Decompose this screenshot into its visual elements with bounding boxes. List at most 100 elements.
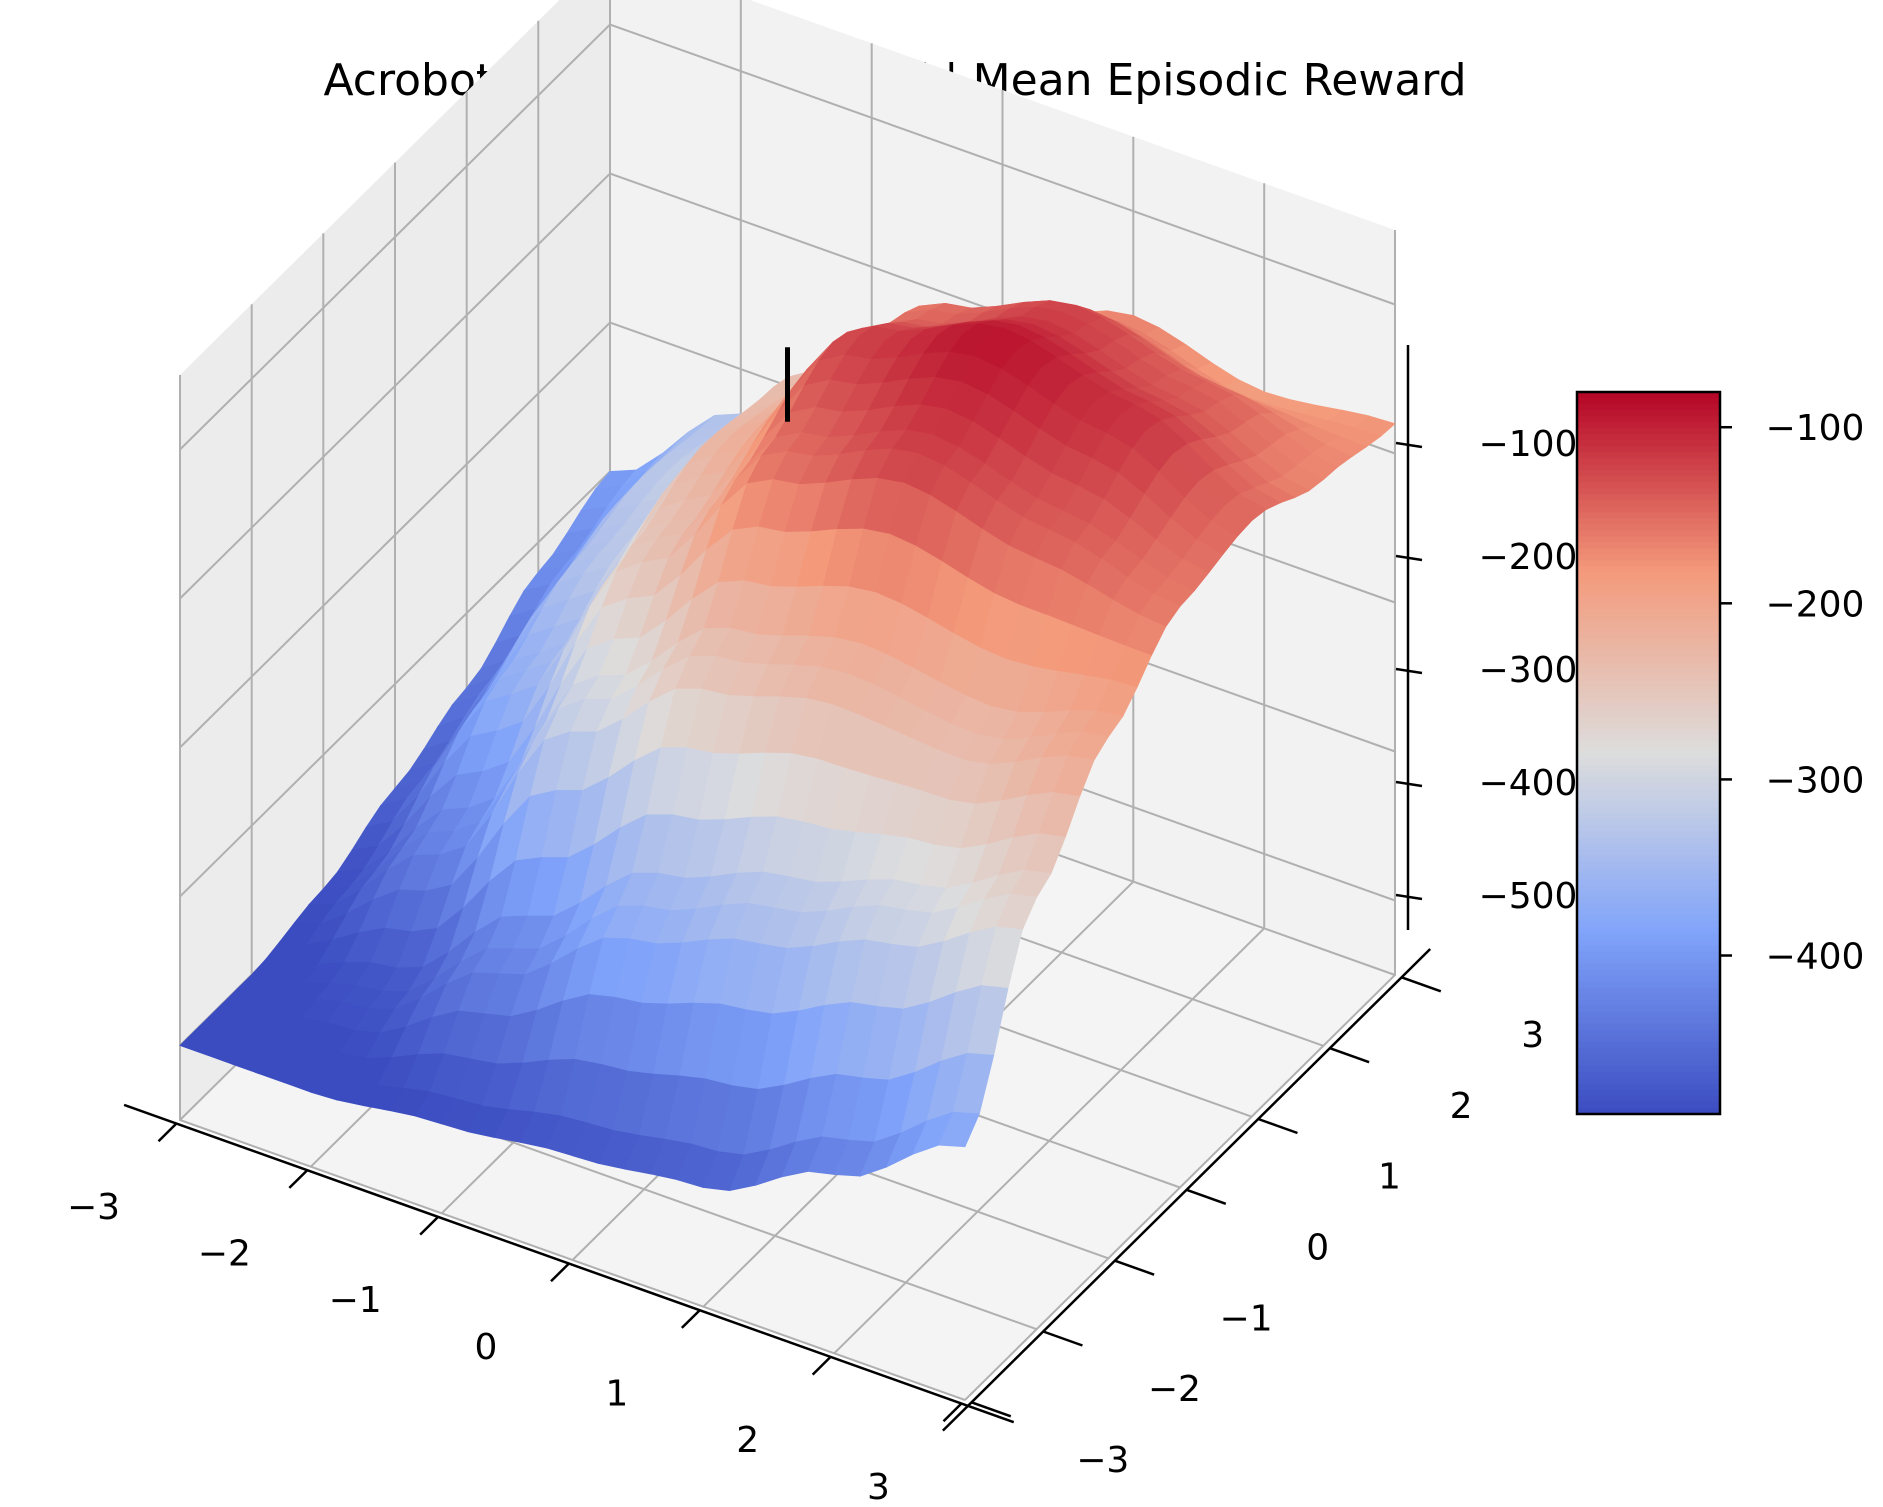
colorbar-segment <box>1577 392 1720 399</box>
z-tick <box>1395 667 1423 675</box>
colorbar-segment <box>1577 518 1720 526</box>
colorbar-segment <box>1577 825 1720 833</box>
colorbar-tick-label: −400 <box>1766 937 1865 978</box>
colorbar-segment <box>1577 1089 1720 1097</box>
z-tick <box>1395 441 1423 449</box>
colorbar: −400 −300 −200 −100 <box>1575 390 1865 1116</box>
x-tick-label: −3 <box>67 1187 120 1228</box>
y-tick-label: 2 <box>1450 1086 1473 1127</box>
colorbar-segment <box>1577 1041 1720 1049</box>
colorbar-segment <box>1577 446 1720 453</box>
colorbar-segment <box>1577 1095 1720 1103</box>
z-tick <box>1395 780 1423 788</box>
colorbar-segment <box>1577 470 1720 478</box>
colorbar-segment <box>1577 542 1720 550</box>
z-tick <box>1395 893 1423 901</box>
colorbar-segment <box>1577 765 1720 772</box>
colorbar-segment <box>1577 464 1720 472</box>
x-tick <box>550 1262 570 1283</box>
colorbar-segment <box>1577 951 1720 959</box>
y-tick <box>1042 1330 1083 1347</box>
colorbar-segment <box>1577 398 1720 405</box>
colorbar-segment <box>1577 1101 1720 1109</box>
colorbar-segment <box>1577 410 1720 417</box>
colorbar-segment <box>1577 1017 1720 1025</box>
colorbar-segment <box>1577 524 1720 532</box>
colorbar-segment <box>1577 620 1720 628</box>
colorbar-segment <box>1577 644 1720 652</box>
gridline-z <box>179 23 1396 451</box>
colorbar-segment <box>1577 602 1720 610</box>
z-tick-label: −500 <box>1479 876 1578 917</box>
y-tick <box>1329 1046 1370 1064</box>
z-tick-label: −400 <box>1479 763 1578 804</box>
colorbar-segment <box>1577 963 1720 971</box>
z-tick <box>1395 554 1423 562</box>
colorbar-segment <box>1577 855 1720 863</box>
colorbar-segment <box>1577 867 1720 875</box>
colorbar-segment <box>1577 530 1720 538</box>
colorbar-segment <box>1577 975 1720 983</box>
colorbar-segment <box>1577 566 1720 574</box>
colorbar-segment <box>1577 981 1720 989</box>
colorbar-segment <box>1577 746 1720 754</box>
x-tick <box>288 1169 309 1189</box>
colorbar-segment <box>1577 783 1720 790</box>
colorbar-tick-label: −300 <box>1766 760 1865 801</box>
colorbar-segment <box>1577 1047 1720 1055</box>
colorbar-segment <box>1577 879 1720 887</box>
colorbar-segment <box>1577 476 1720 484</box>
z-tick-label: −200 <box>1479 537 1578 578</box>
colorbar-segment <box>1577 488 1720 496</box>
colorbar-segment <box>1577 728 1720 736</box>
colorbar-segment <box>1577 813 1720 820</box>
colorbar-segment <box>1577 626 1720 634</box>
colorbar-segment <box>1577 692 1720 700</box>
colorbar-segment <box>1577 710 1720 718</box>
colorbar-segment <box>1577 458 1720 465</box>
colorbar-segment <box>1577 861 1720 869</box>
colorbar-segment <box>1577 584 1720 592</box>
surface-plot <box>179 300 1396 1192</box>
colorbar-segment <box>1577 482 1720 490</box>
colorbar-segment <box>1577 819 1720 826</box>
x-tick <box>942 1402 963 1423</box>
colorbar-segment <box>1577 843 1720 851</box>
colorbar-segment <box>1577 608 1720 616</box>
colorbar-segment <box>1577 957 1720 965</box>
colorbar-segment <box>1577 686 1720 694</box>
colorbar-segment <box>1577 915 1720 923</box>
colorbar-segment <box>1577 1077 1720 1085</box>
colorbar-segment <box>1577 891 1720 899</box>
y-tick <box>971 1401 1012 1418</box>
colorbar-segment <box>1577 909 1720 917</box>
colorbar-segment <box>1577 807 1720 814</box>
colorbar-segment <box>1577 1005 1720 1013</box>
colorbar-segment <box>1577 554 1720 562</box>
x-tick-label: −2 <box>198 1233 251 1274</box>
x-tick <box>157 1122 178 1143</box>
colorbar-segment <box>1577 873 1720 881</box>
x-tick-label: 3 <box>867 1467 890 1502</box>
colorbar-segment <box>1577 494 1720 502</box>
z-tick-label: −300 <box>1479 650 1578 691</box>
colorbar-segment <box>1577 716 1720 724</box>
x-tick-label: −1 <box>329 1280 382 1321</box>
colorbar-segment <box>1577 777 1720 784</box>
colorbar-segment <box>1577 668 1720 676</box>
colorbar-segment <box>1577 837 1720 845</box>
colorbar-segment <box>1577 771 1720 778</box>
y-tick-label: 3 <box>1521 1015 1544 1056</box>
colorbar-segment <box>1577 632 1720 640</box>
colorbar-segment <box>1577 933 1720 941</box>
colorbar-segment <box>1577 789 1720 796</box>
colorbar-segment <box>1577 422 1720 429</box>
colorbar-segment <box>1577 560 1720 568</box>
colorbar-segment <box>1577 698 1720 706</box>
colorbar-segment <box>1577 506 1720 514</box>
x-tick-label: 1 <box>605 1373 628 1414</box>
colorbar-segment <box>1577 662 1720 670</box>
colorbar-segment <box>1577 1011 1720 1019</box>
